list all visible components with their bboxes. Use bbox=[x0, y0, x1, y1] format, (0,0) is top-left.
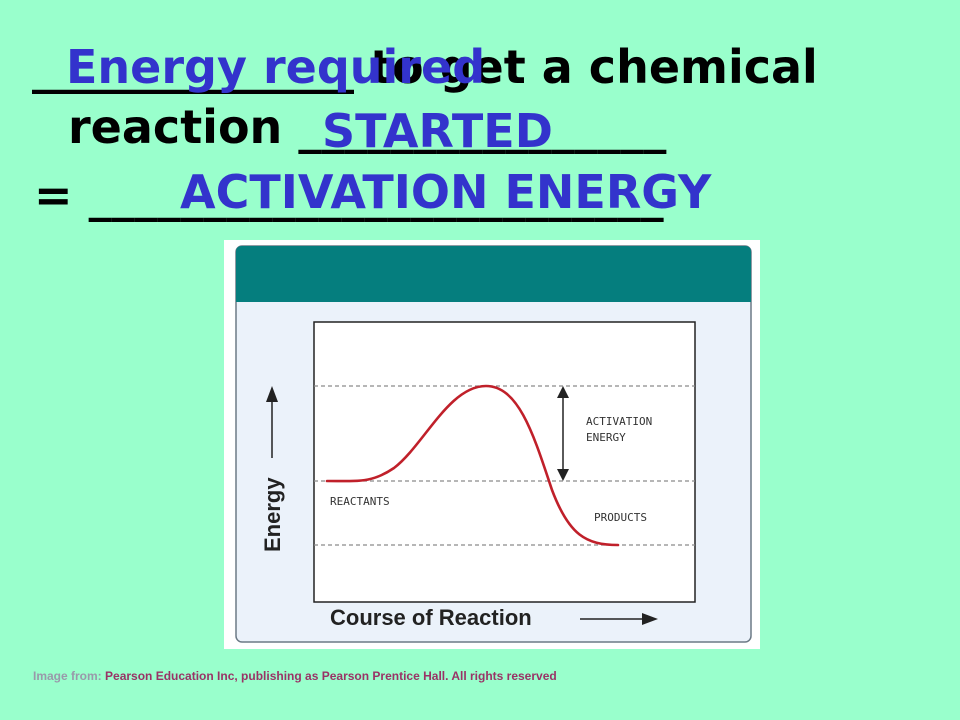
energy-diagram-svg: ACTIVATION ENERGY REACTANTS PRODUCTS Ene… bbox=[235, 245, 752, 643]
y-axis-label: Energy bbox=[260, 477, 285, 552]
products-label: PRODUCTS bbox=[594, 511, 647, 524]
image-credit: Image from: Pearson Education Inc, publi… bbox=[33, 669, 557, 683]
activation-arrow-up-icon bbox=[557, 386, 569, 398]
reactants-label: REACTANTS bbox=[330, 495, 390, 508]
y-axis-arrow-icon bbox=[266, 386, 278, 402]
activation-energy-label-line1: ACTIVATION bbox=[586, 415, 652, 428]
sentence-line-3: = _________________________ bbox=[34, 168, 664, 222]
image-credit-lead: Image from: bbox=[33, 669, 106, 683]
answer-energy-required: Energy required bbox=[66, 40, 486, 94]
sentence-line-1: ______________ to get a chemical bbox=[32, 40, 818, 94]
activation-energy-label-line2: ENERGY bbox=[586, 431, 626, 444]
sentence-line-2: reaction ________________ bbox=[68, 100, 666, 154]
blank-1: ______________ bbox=[32, 40, 354, 94]
sentence-text-1: to get a chemical bbox=[354, 40, 818, 94]
blank-3: _________________________ bbox=[88, 168, 664, 222]
image-credit-source: Pearson Education Inc, publishing as Pea… bbox=[105, 669, 557, 683]
figure-header-bar bbox=[236, 246, 751, 302]
x-axis-label: Course of Reaction bbox=[330, 605, 532, 630]
answer-started: STARTED bbox=[322, 104, 553, 158]
x-axis-arrow-icon bbox=[642, 613, 658, 625]
plot-area bbox=[313, 321, 696, 603]
activation-energy-figure: ACTIVATION ENERGY REACTANTS PRODUCTS Ene… bbox=[224, 240, 760, 649]
blank-2: ________________ bbox=[298, 100, 667, 154]
sentence-text-2: reaction bbox=[68, 100, 299, 154]
equals-sign: = bbox=[34, 168, 89, 222]
energy-curve bbox=[325, 384, 620, 547]
activation-arrow-down-icon bbox=[557, 469, 569, 481]
answer-activation-energy: ACTIVATION ENERGY bbox=[180, 165, 712, 219]
